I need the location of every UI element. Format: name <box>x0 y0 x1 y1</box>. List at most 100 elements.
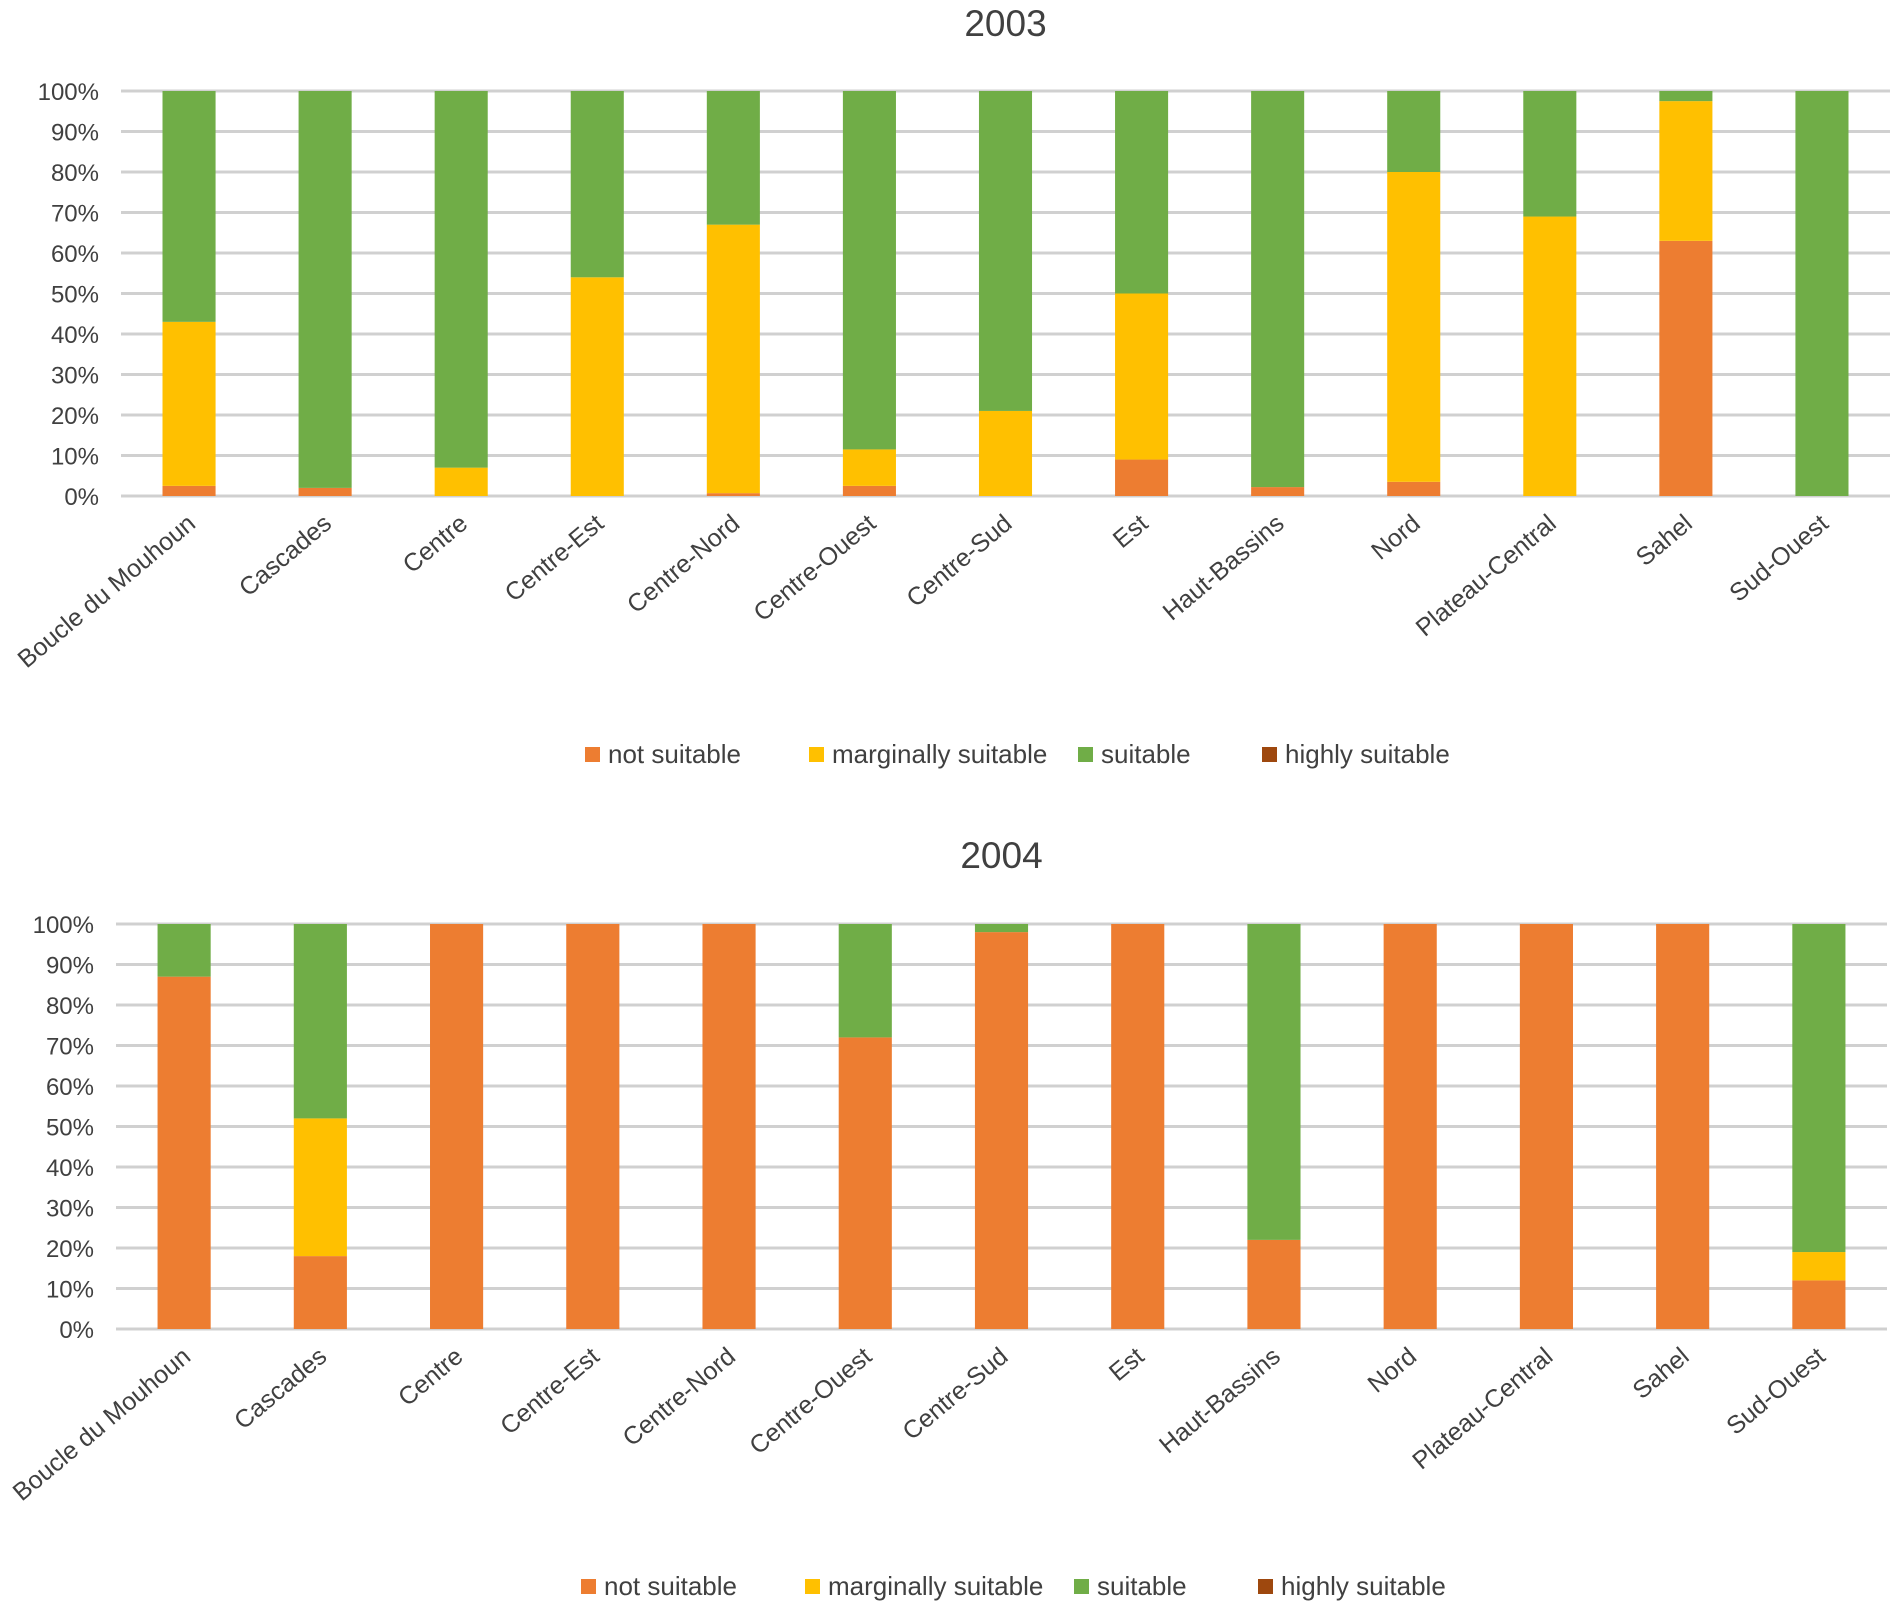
bar-segment-not-suitable <box>293 1256 347 1329</box>
x-tick-label: Centre-Nord <box>618 1342 741 1452</box>
x-tick-label: Centre <box>398 509 473 579</box>
bar-segment-not-suitable <box>430 924 484 1329</box>
x-tick-label: Sud-Ouest <box>1724 509 1834 607</box>
bar-segment-marginally-suitable <box>706 224 760 494</box>
bar-segment-marginally-suitable <box>1387 172 1441 482</box>
y-tick-label: 60% <box>46 1074 94 1101</box>
bar-segment-marginally-suitable <box>1659 101 1713 241</box>
legend-swatch <box>809 747 824 762</box>
y-tick-label: 0% <box>64 484 99 511</box>
y-tick-label: 50% <box>46 1115 94 1142</box>
bar-segment-suitable <box>1795 91 1849 496</box>
x-tick-label: Centre-Est <box>495 1342 605 1440</box>
legend-item: not suitable <box>585 739 741 769</box>
x-tick-label: Cascades <box>229 1342 332 1435</box>
x-tick-label: Plateau-Central <box>1407 1342 1558 1475</box>
legend-label: not suitable <box>608 739 741 769</box>
x-tick-label: Centre <box>393 1342 468 1412</box>
bar-segment-suitable <box>974 924 1029 933</box>
y-tick-label: 70% <box>51 201 99 228</box>
bar-segment-suitable <box>1115 91 1169 294</box>
legend-item: highly suitable <box>1258 1571 1446 1601</box>
x-tick-label: Centre-Nord <box>622 509 745 619</box>
bar-segment-marginally-suitable <box>1792 1252 1846 1281</box>
legend-swatch <box>585 747 600 762</box>
x-tick-label: Boucle du Mouhoun <box>13 509 201 673</box>
y-tick-label: 30% <box>51 363 99 390</box>
y-tick-label: 10% <box>46 1277 94 1304</box>
chart-2003: 2003 0% 10% 20% 30% 40% 50% 60% 70% 80% 90% 100% Bou… <box>13 3 1890 769</box>
legend-item: marginally suitable <box>809 739 1047 769</box>
bar-segment-not-suitable <box>1115 459 1169 496</box>
bar-segment-not-suitable <box>842 485 896 496</box>
bar-segment-not-suitable <box>974 932 1029 1329</box>
y-tick-label: 0% <box>59 1317 94 1344</box>
bar-segment-suitable <box>706 91 760 225</box>
bar-segment-not-suitable <box>566 924 620 1329</box>
legend-label: suitable <box>1097 1571 1187 1601</box>
bar-segment-not-suitable <box>706 493 760 496</box>
legend-swatch <box>1074 1579 1089 1594</box>
x-tick-label: Haut-Bassins <box>1154 1342 1286 1459</box>
x-tick-label: Centre-Sud <box>897 1342 1013 1446</box>
legend-swatch <box>1078 747 1093 762</box>
legend-label: highly suitable <box>1285 739 1450 769</box>
y-tick-label: 50% <box>51 282 99 309</box>
bar-segment-suitable <box>1247 924 1301 1240</box>
y-tick-label: 90% <box>51 120 99 147</box>
x-tick-label: Sahel <box>1628 1342 1695 1405</box>
chart-title: 2003 <box>964 3 1046 44</box>
bar-segment-not-suitable <box>1792 1280 1846 1329</box>
legend-label: marginally suitable <box>828 1571 1043 1601</box>
legend-item: suitable <box>1078 739 1191 769</box>
legend-swatch <box>1258 1579 1273 1594</box>
x-tick-label: Est <box>1104 1342 1150 1387</box>
x-tick-label: Boucle du Mouhoun <box>8 1342 196 1506</box>
bar-segment-suitable <box>1523 91 1577 217</box>
bar-segment-not-suitable <box>1247 1239 1301 1329</box>
legend-swatch <box>581 1579 596 1594</box>
bar-segment-suitable <box>842 91 896 450</box>
y-tick-label: 90% <box>46 953 94 980</box>
legend-label: not suitable <box>604 1571 737 1601</box>
x-tick-label: Centre-Ouest <box>748 509 881 627</box>
x-tick-label: Sud-Ouest <box>1721 1342 1831 1440</box>
y-tick-label: 100% <box>33 912 94 939</box>
bar-segment-not-suitable <box>298 487 352 496</box>
bar-segment-not-suitable <box>1659 240 1713 496</box>
y-tick-label: 60% <box>51 241 99 268</box>
x-tick-label: Nord <box>1363 1342 1423 1398</box>
bar-segment-not-suitable <box>1519 924 1573 1329</box>
x-tick-label: Sahel <box>1631 509 1698 572</box>
bar-segment-suitable <box>293 924 347 1119</box>
bar-segment-not-suitable <box>1251 487 1305 496</box>
legend-label: highly suitable <box>1281 1571 1446 1601</box>
bar-segment-suitable <box>570 91 624 278</box>
bar-segment-suitable <box>298 91 352 488</box>
bar-segment-marginally-suitable <box>842 449 896 486</box>
x-tick-label: Centre-Ouest <box>744 1342 877 1460</box>
y-tick-label: 20% <box>51 403 99 430</box>
y-tick-label: 100% <box>38 79 99 106</box>
x-tick-label: Haut-Bassins <box>1158 509 1290 626</box>
x-tick-label: Centre-Sud <box>901 509 1017 613</box>
bar-segment-marginally-suitable <box>570 277 624 496</box>
bar-segment-suitable <box>434 91 488 468</box>
bar-segment-not-suitable <box>702 924 756 1329</box>
chart-2004: 2004 0% 10% 20% 30% 40% 50% 60% 70% 80% 90% 100% Bou… <box>8 835 1887 1601</box>
bar-segment-not-suitable <box>1111 924 1165 1329</box>
legend-item: suitable <box>1074 1571 1187 1601</box>
bar-segment-marginally-suitable <box>434 467 488 496</box>
y-tick-label: 20% <box>46 1236 94 1263</box>
bar-segment-suitable <box>1387 91 1441 172</box>
bar-segment-marginally-suitable <box>1115 293 1169 460</box>
legend-swatch <box>805 1579 820 1594</box>
x-tick-label: Plateau-Central <box>1411 509 1562 642</box>
y-tick-label: 40% <box>46 1155 94 1182</box>
legend-item: highly suitable <box>1262 739 1450 769</box>
x-tick-label: Nord <box>1366 509 1426 565</box>
x-tick-label: Cascades <box>234 509 337 602</box>
bar-segment-not-suitable <box>1383 924 1437 1329</box>
legend-label: marginally suitable <box>832 739 1047 769</box>
bar-segment-suitable <box>1792 924 1846 1253</box>
